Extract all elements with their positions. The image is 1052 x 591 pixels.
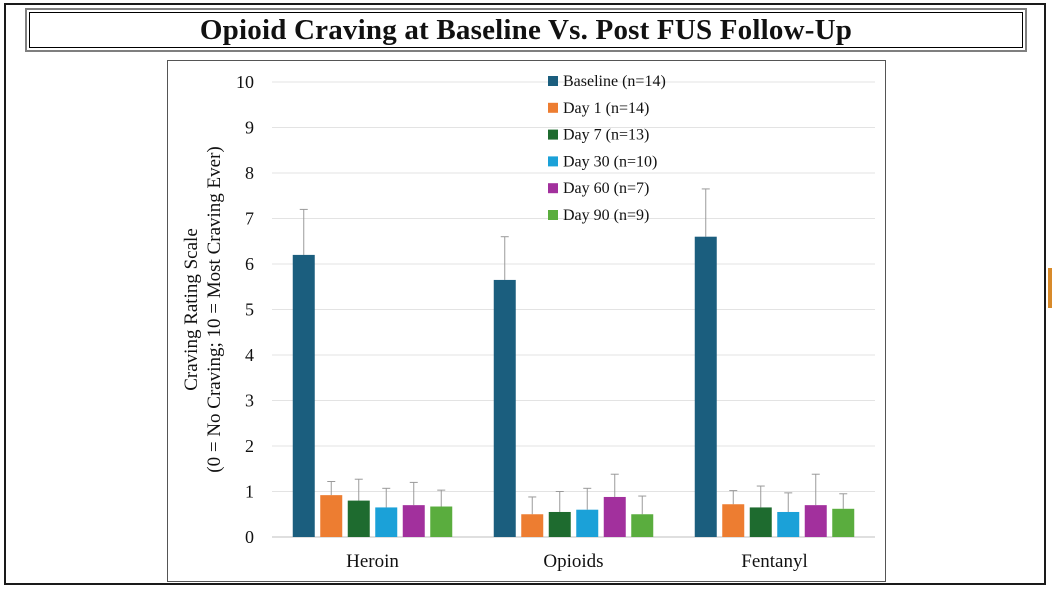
bar xyxy=(292,254,315,537)
y-tick-label: 6 xyxy=(245,254,254,274)
legend-label: Day 90 (n=9) xyxy=(563,207,649,224)
legend-swatch xyxy=(548,102,558,113)
bar xyxy=(375,507,398,537)
page-title: Opioid Craving at Baseline Vs. Post FUS … xyxy=(199,13,853,46)
y-axis: 0 1 2 3 4 5 6 7 8 9 10 xyxy=(236,72,254,547)
y-tick-label: 3 xyxy=(245,391,254,411)
y-tick-label: 2 xyxy=(245,436,254,456)
gridlines xyxy=(272,81,875,538)
x-tick-label: Heroin xyxy=(346,551,399,572)
legend: Baseline (n=14) Day 1 (n=14) Day 7 (n=13) D… xyxy=(548,73,666,224)
x-tick-label: Fentanyl xyxy=(741,551,808,572)
chart-panel: 0 1 2 3 4 5 6 7 8 9 10 Heroin Opioids Fentanyl Basel… xyxy=(167,60,886,582)
legend-swatch xyxy=(548,210,558,220)
bar xyxy=(722,504,745,537)
bar xyxy=(521,514,544,537)
legend-label: Day 30 (n=10) xyxy=(563,153,657,170)
bar xyxy=(694,236,717,537)
x-tick-label: Opioids xyxy=(543,551,603,572)
y-tick-label: 8 xyxy=(245,163,254,183)
bar-chart: 0 1 2 3 4 5 6 7 8 9 10 Heroin Opioids Fentanyl Basel… xyxy=(181,72,875,572)
title-banner: Opioid Craving at Baseline Vs. Post FUS … xyxy=(25,8,1027,52)
slide-frame xyxy=(4,3,1046,585)
bar xyxy=(749,507,772,537)
bar xyxy=(631,514,654,537)
y-axis-title-line-2: (0 = No Craving; 10 = Most Craving Ever) xyxy=(204,146,225,472)
bar xyxy=(832,508,855,537)
bar xyxy=(320,495,343,537)
y-tick-label: 5 xyxy=(245,300,254,320)
legend-label: Day 1 (n=14) xyxy=(563,100,649,117)
bar xyxy=(347,500,370,537)
x-axis: Heroin Opioids Fentanyl xyxy=(346,551,808,572)
bar xyxy=(548,511,571,537)
y-axis-title-line-1: Craving Rating Scale xyxy=(181,228,202,391)
bar xyxy=(777,511,800,537)
legend-swatch xyxy=(548,129,558,140)
y-tick-label: 9 xyxy=(245,118,254,138)
bars xyxy=(292,188,855,537)
bar xyxy=(576,509,599,537)
y-tick-label: 4 xyxy=(245,345,254,365)
bar xyxy=(804,505,827,537)
bar xyxy=(430,506,453,537)
bar xyxy=(493,279,516,537)
y-axis-label: Craving Rating Scale (0 = No Craving; 10 … xyxy=(181,146,225,472)
legend-label: Day 60 (n=7) xyxy=(563,180,649,197)
bar xyxy=(603,496,626,537)
y-tick-label: 0 xyxy=(245,527,254,547)
legend-label: Day 7 (n=13) xyxy=(563,127,649,144)
legend-swatch xyxy=(548,76,558,86)
title-banner-inner-border xyxy=(29,12,1023,48)
legend-swatch xyxy=(548,183,558,194)
y-tick-label: 1 xyxy=(245,482,254,502)
legend-label: Baseline (n=14) xyxy=(563,73,666,90)
y-tick-label: 7 xyxy=(245,209,254,229)
bar xyxy=(402,505,425,537)
y-tick-label: 10 xyxy=(236,72,254,92)
legend-swatch xyxy=(548,156,558,167)
edge-tab xyxy=(1048,268,1052,308)
